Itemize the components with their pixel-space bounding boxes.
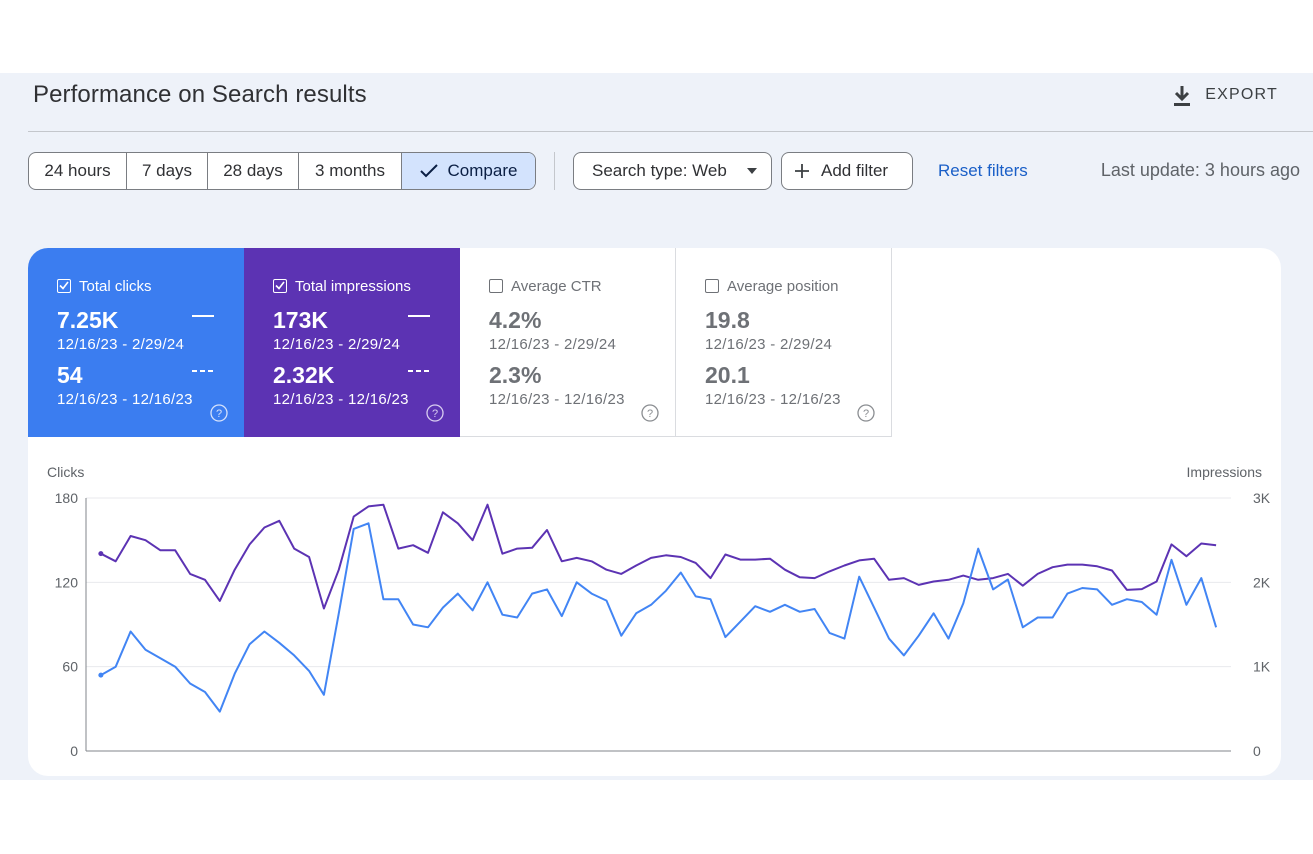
toolbar-divider xyxy=(554,152,555,190)
metric-total-clicks[interactable]: Total clicks 7.25K 12/16/23 - 2/29/24 54… xyxy=(28,248,244,437)
metric-range-compare: 12/16/23 - 12/16/23 xyxy=(489,391,625,408)
metric-total-impressions[interactable]: Total impressions 173K 12/16/23 - 2/29/2… xyxy=(244,248,460,437)
impressions-series-line xyxy=(100,503,1217,610)
performance-page: Performance on Search results EXPORT 24 … xyxy=(0,73,1313,780)
metric-range-current: 12/16/23 - 2/29/24 xyxy=(705,336,833,353)
date-range-selector: 24 hours 7 days 28 days 3 months Compare xyxy=(28,152,536,190)
metric-average-ctr[interactable]: Average CTR 4.2% 12/16/23 - 2/29/24 2.3%… xyxy=(460,248,676,437)
metric-range-compare: 12/16/23 - 12/16/23 xyxy=(273,391,409,408)
chart-grid xyxy=(85,497,1231,752)
data-point xyxy=(98,672,104,678)
metric-range-current: 12/16/23 - 2/29/24 xyxy=(57,336,185,353)
performance-card: Total clicks 7.25K 12/16/23 - 2/29/24 54… xyxy=(28,248,1281,776)
metric-value-compare: 2.3% xyxy=(489,362,542,388)
metric-range-compare: 12/16/23 - 12/16/23 xyxy=(705,391,841,408)
y-tick-label-left: 120 xyxy=(55,574,79,590)
checkbox-unchecked-icon[interactable] xyxy=(489,279,503,293)
download-icon xyxy=(1174,86,1191,106)
svg-text:?: ? xyxy=(216,408,222,420)
y-axis-right-label: Impressions xyxy=(1187,464,1262,480)
page-title: Performance on Search results xyxy=(33,81,367,108)
metric-label: Average CTR xyxy=(511,277,602,295)
y-tick-label-right: 3K xyxy=(1253,490,1271,506)
dropdown-arrow-icon xyxy=(747,168,757,174)
metric-value-compare: 2.32K xyxy=(273,362,335,388)
search-type-label: Search type: Web xyxy=(592,161,727,180)
solid-line-legend-icon xyxy=(192,315,214,317)
svg-text:?: ? xyxy=(863,408,869,420)
chart-ticks: 00601K1202K1803K10203040506070 xyxy=(55,490,1271,759)
solid-line-legend-icon xyxy=(408,315,430,317)
metric-value-current: 19.8 xyxy=(705,307,750,333)
y-tick-label-left: 0 xyxy=(70,743,78,759)
metric-average-position[interactable]: Average position 19.8 12/16/23 - 2/29/24… xyxy=(676,248,892,437)
checkbox-checked-icon[interactable] xyxy=(273,279,287,293)
export-button[interactable]: EXPORT xyxy=(1171,83,1278,107)
metric-value-current: 7.25K xyxy=(57,307,119,333)
metric-value-current: 4.2% xyxy=(489,307,542,333)
checkbox-checked-icon[interactable] xyxy=(57,279,71,293)
help-icon[interactable]: ? xyxy=(641,404,659,422)
metric-label: Total impressions xyxy=(295,277,411,295)
add-filter-label: Add filter xyxy=(821,161,889,180)
y-tick-label-right: 0 xyxy=(1253,743,1261,759)
y-axis-left-label: Clicks xyxy=(47,464,84,480)
data-point xyxy=(98,551,104,557)
range-24-hours-button[interactable]: 24 hours xyxy=(29,153,127,189)
help-icon[interactable]: ? xyxy=(426,404,444,422)
range-28-days-button[interactable]: 28 days xyxy=(208,153,299,189)
svg-text:?: ? xyxy=(647,408,653,420)
checkmark-icon xyxy=(419,164,438,178)
metric-label: Average position xyxy=(727,277,839,295)
clicks-series-line xyxy=(100,522,1218,713)
search-type-dropdown[interactable]: Search type: Web xyxy=(573,152,772,190)
svg-text:?: ? xyxy=(432,408,438,420)
help-icon[interactable]: ? xyxy=(857,404,875,422)
range-3-months-button[interactable]: 3 months xyxy=(299,153,402,189)
help-icon[interactable]: ? xyxy=(210,404,228,422)
export-label: EXPORT xyxy=(1205,86,1278,103)
y-tick-label-left: 180 xyxy=(55,490,79,506)
dashed-line-legend-icon xyxy=(192,370,214,372)
range-7-days-button[interactable]: 7 days xyxy=(127,153,208,189)
last-update-text: Last update: 3 hours ago xyxy=(1100,160,1300,180)
metric-value-current: 173K xyxy=(273,307,328,333)
plus-icon xyxy=(795,164,809,178)
metric-value-compare: 54 xyxy=(57,362,83,388)
compare-label: Compare xyxy=(447,161,518,180)
y-tick-label-right: 1K xyxy=(1253,659,1271,675)
checkbox-unchecked-icon[interactable] xyxy=(705,279,719,293)
performance-chart[interactable]: Clicks Impressions 00601K1202K1803K10203… xyxy=(28,458,1281,768)
compare-button[interactable]: Compare xyxy=(402,153,535,189)
filter-toolbar: 24 hours 7 days 28 days 3 months Compare… xyxy=(28,152,1313,190)
y-tick-label-left: 60 xyxy=(62,659,78,675)
header-divider xyxy=(28,131,1313,132)
reset-filters-link[interactable]: Reset filters xyxy=(938,161,1028,180)
metric-range-current: 12/16/23 - 2/29/24 xyxy=(273,336,401,353)
dashed-line-legend-icon xyxy=(408,370,430,372)
metric-range-compare: 12/16/23 - 12/16/23 xyxy=(57,391,193,408)
add-filter-button[interactable]: Add filter xyxy=(781,152,913,190)
metric-label: Total clicks xyxy=(79,277,152,295)
y-tick-label-right: 2K xyxy=(1253,574,1271,590)
metric-range-current: 12/16/23 - 2/29/24 xyxy=(489,336,617,353)
metric-value-compare: 20.1 xyxy=(705,362,750,388)
chart-lines xyxy=(98,503,1218,713)
